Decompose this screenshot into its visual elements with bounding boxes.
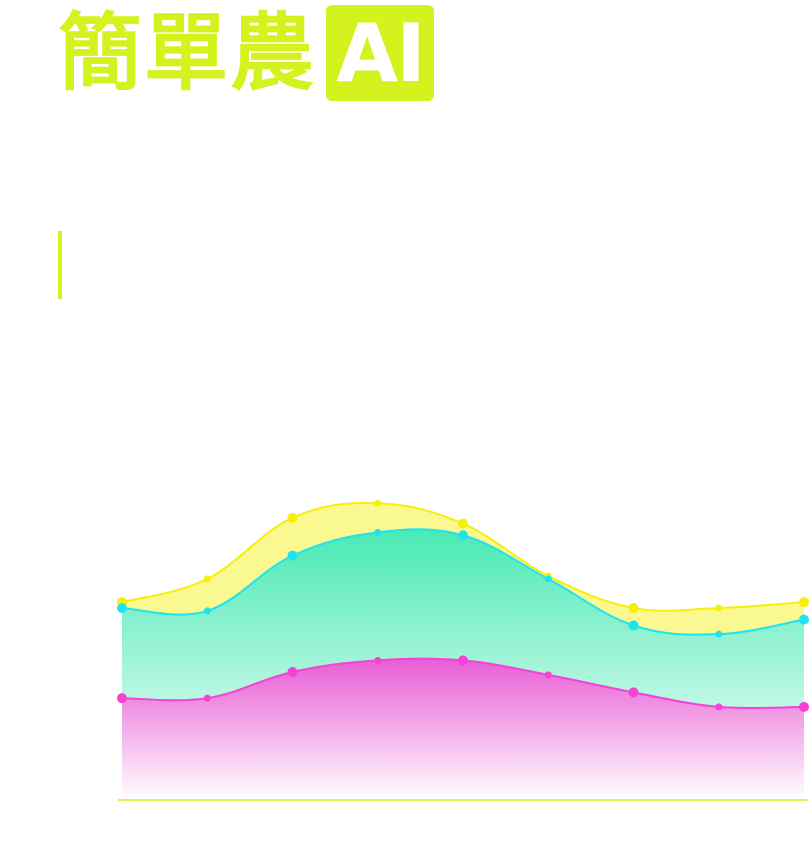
data-point-top-9 [799,597,809,608]
data-point-top-2 [203,575,211,583]
data-point-lower-3 [287,667,298,677]
data-point-lower-1 [117,693,127,704]
brand-logo: 簡單農 AI [58,0,435,108]
data-point-middle-2 [203,607,211,615]
data-point-top-7 [628,603,639,613]
logo-badge: AI [326,5,435,101]
data-point-lower-5 [458,655,468,666]
data-point-lower-4 [374,656,382,664]
area-fill-band-top [122,503,804,635]
data-point-lower-6 [544,671,552,679]
data-point-middle-1 [117,603,127,613]
data-point-middle-9 [799,614,809,625]
data-point-middle-8 [715,630,723,638]
logo-text: 簡單農 [58,4,317,102]
data-point-top-3 [287,512,298,523]
data-point-top-8 [715,604,723,612]
data-point-middle-3 [287,550,298,561]
data-point-middle-7 [628,620,639,631]
data-point-lower-7 [628,687,639,698]
data-point-lower-9 [799,701,809,712]
data-point-top-5 [458,518,468,529]
data-point-middle-6 [544,575,552,583]
data-point-top-4 [374,499,382,507]
accent-bar [58,231,62,299]
data-point-middle-4 [374,528,382,536]
data-point-lower-8 [715,703,723,711]
data-points [117,499,809,712]
data-point-lower-2 [203,694,211,702]
area-fills [122,503,804,800]
data-point-middle-5 [458,530,468,541]
